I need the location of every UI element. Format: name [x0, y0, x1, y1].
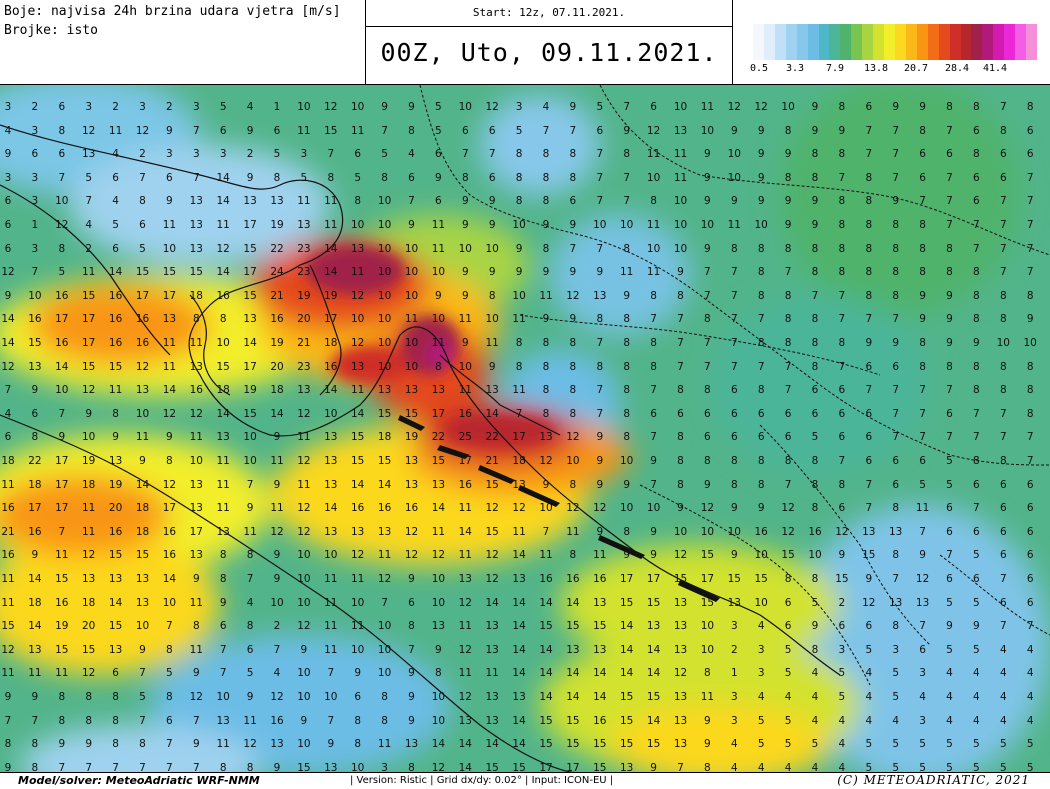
- legend-swatch: [774, 24, 786, 60]
- legend-swatch: [818, 24, 830, 60]
- header: Boje: najvisa 24h brzina udara vjetra [m…: [0, 0, 1050, 84]
- legend-swatch: [862, 24, 874, 60]
- legend-description: Boje: najvisa 24h brzina udara vjetra [m…: [4, 2, 362, 40]
- legend-tick: 7.9: [825, 63, 845, 74]
- legend-swatch: [785, 24, 797, 60]
- copyright: (C) METEOADRIATIC, 2021: [837, 773, 1030, 787]
- legend-tick: 13.8: [863, 63, 889, 74]
- legend-swatch: [916, 24, 928, 60]
- legend-tick: 3.3: [785, 63, 805, 74]
- legend-tick: 28.4: [944, 63, 970, 74]
- islands: [398, 415, 720, 602]
- legend-swatch: [1004, 24, 1016, 60]
- legend-swatch: [894, 24, 906, 60]
- wind-gust-map: 3 2 6 3 2 3 2 3 5 4 1 10 12 10 9 9 5 10 12 3 4 9 5 7 6 10 11 12 12 10…: [0, 84, 1050, 773]
- divider: [366, 26, 732, 27]
- legend-swatch: [807, 24, 819, 60]
- valid-time: 00Z, Uto, 09.11.2021.: [380, 38, 718, 67]
- legend-swatch: [993, 24, 1005, 60]
- legend-swatch: [1015, 24, 1027, 60]
- legend-tick: 20.7: [903, 63, 929, 74]
- wind-core-shading: [305, 245, 555, 446]
- legend-swatch: [753, 24, 764, 60]
- model-credit: Model/solver: MeteoAdriatic WRF-NMM: [18, 774, 260, 787]
- coastline: [0, 124, 841, 773]
- legend-swatch: [851, 24, 863, 60]
- borders: [419, 85, 1050, 686]
- legend-swatch: [1026, 24, 1037, 60]
- footer: Model/solver: MeteoAdriatic WRF-NMM | Ve…: [0, 772, 1050, 789]
- colors-caption: Boje: najvisa 24h brzina udara vjetra [m…: [4, 4, 341, 19]
- legend-swatch: [884, 24, 895, 60]
- color-scale-legend: 0.5 3.3 7.9 13.8 20.7 28.4 41.4: [750, 20, 1040, 78]
- time-panel: Start: 12z, 07.11.2021. 00Z, Uto, 09.11.…: [365, 0, 733, 84]
- numbers-caption: Brojke: isto: [4, 23, 98, 38]
- legend-tick: 0.5: [749, 63, 769, 74]
- legend-swatch: [927, 24, 939, 60]
- legend-swatch: [829, 24, 841, 60]
- legend-swatch: [960, 24, 972, 60]
- legend-swatch: [905, 24, 917, 60]
- model-metadata: | Version: Ristic | Grid dx/dy: 0.02° | …: [350, 775, 614, 786]
- legend-tick: 41.4: [982, 63, 1008, 74]
- legend-swatch: [796, 24, 808, 60]
- legend-swatch: [938, 24, 950, 60]
- color-scale-bar: [753, 24, 1037, 60]
- legend-swatch: [949, 24, 961, 60]
- legend-swatch: [971, 24, 983, 60]
- legend-swatch: [873, 24, 885, 60]
- map-field: [0, 85, 1050, 773]
- start-time: Start: 12z, 07.11.2021.: [472, 6, 626, 19]
- legend-swatch: [982, 24, 994, 60]
- legend-swatch: [763, 24, 775, 60]
- wind-shading: [0, 85, 1050, 773]
- legend-swatch: [840, 24, 852, 60]
